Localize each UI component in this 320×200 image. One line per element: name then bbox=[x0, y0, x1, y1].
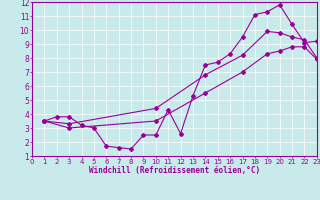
X-axis label: Windchill (Refroidissement éolien,°C): Windchill (Refroidissement éolien,°C) bbox=[89, 166, 260, 175]
